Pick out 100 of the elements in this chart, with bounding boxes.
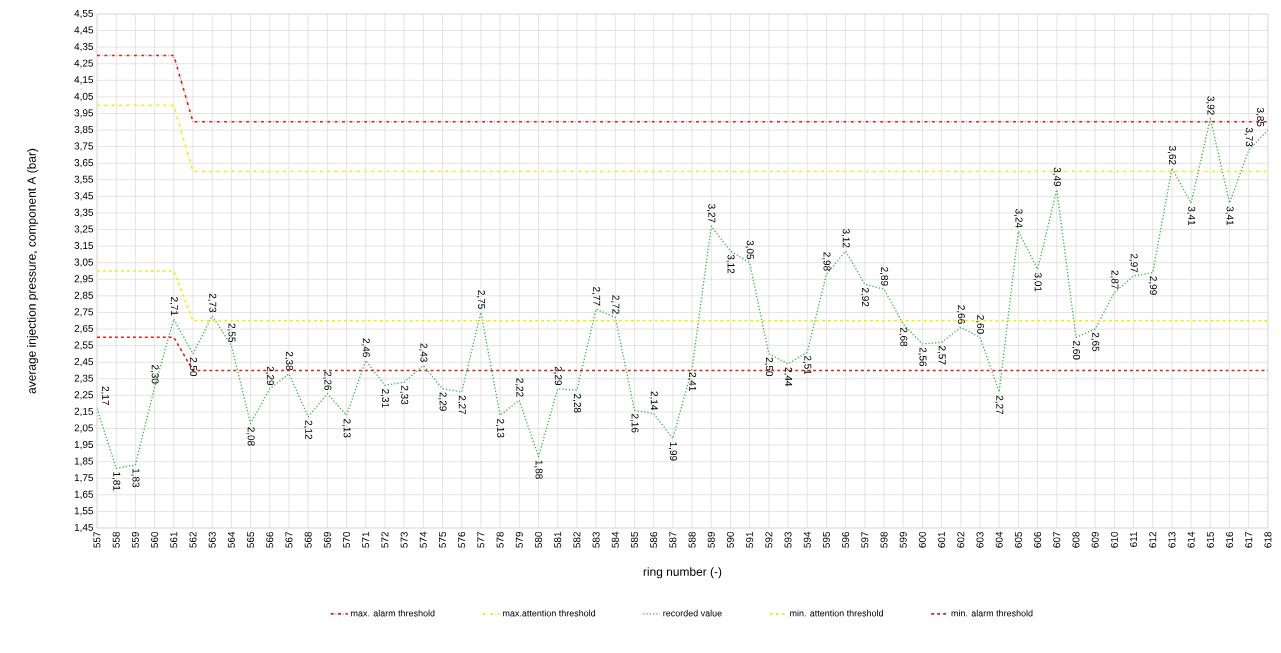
y-tick-label: 3,25 <box>74 225 94 234</box>
x-tick-label: 577 <box>477 532 485 548</box>
x-tick-label: 575 <box>439 531 446 548</box>
y-tick-label: 1,65 <box>74 490 94 499</box>
data-label: 1,83 <box>131 468 140 488</box>
y-tick-label: 2,95 <box>74 275 94 284</box>
y-tick-label: 1,85 <box>74 457 94 466</box>
x-tick-label: 601 <box>938 532 946 548</box>
y-tick-label: 1,75 <box>74 474 94 483</box>
x-tick-label: 574 <box>419 531 427 548</box>
data-label: 2,68 <box>899 327 908 347</box>
y-tick-label: 3,55 <box>74 175 94 184</box>
x-tick-label: 557 <box>93 532 101 548</box>
data-label: 2,89 <box>879 267 889 286</box>
y-tick-label: 3,95 <box>74 109 94 118</box>
data-label: 2,08 <box>246 427 255 446</box>
data-label: 3,41 <box>1187 206 1196 226</box>
data-label: 3,92 <box>1206 96 1215 115</box>
x-tick-label: 600 <box>918 531 926 548</box>
data-label: 2,50 <box>764 357 773 377</box>
y-tick-label: 3,05 <box>74 258 94 267</box>
x-tick-label: 588 <box>688 531 696 548</box>
x-tick-label: 602 <box>957 532 965 548</box>
x-tick-label: 567 <box>285 532 293 548</box>
data-label: 2,66 <box>956 305 965 324</box>
y-tick-label: 4,05 <box>74 92 94 102</box>
data-label: 3,73 <box>1244 127 1253 147</box>
data-label: 2,33 <box>400 385 409 405</box>
x-tick-label: 618 <box>1264 531 1272 548</box>
y-tick-label: 4,45 <box>74 26 94 35</box>
data-label: 1,81 <box>112 472 121 491</box>
x-tick-label: 565 <box>247 531 255 548</box>
x-tick-label: 589 <box>707 531 715 548</box>
y-tick-label: 1,55 <box>74 507 94 516</box>
data-label: 2,99 <box>1148 276 1157 295</box>
data-label: 2,27 <box>457 395 466 415</box>
x-tick-label: 579 <box>515 531 523 548</box>
data-label: 2,29 <box>553 366 562 386</box>
y-tick-label: 1,45 <box>74 523 94 533</box>
data-label: 2,31 <box>380 389 390 408</box>
y-tick-label: 2,35 <box>74 374 94 383</box>
data-label: 2,43 <box>419 343 428 362</box>
y-tick-label: 3,35 <box>74 208 94 218</box>
y-tick-label: 4,55 <box>74 9 94 19</box>
data-label: 2,77 <box>591 287 601 306</box>
x-tick-label: 570 <box>343 531 351 548</box>
data-label: 2,38 <box>284 351 294 371</box>
data-label: 3,05 <box>745 240 754 260</box>
y-tick-label: 3,15 <box>74 242 94 251</box>
data-label: 2,41 <box>687 372 697 391</box>
y-tick-label: 4,35 <box>74 43 94 52</box>
data-label: 3,85 <box>1255 107 1265 127</box>
data-label: 3,41 <box>1225 206 1234 226</box>
data-label: 2,75 <box>476 290 486 309</box>
x-tick-label: 563 <box>208 531 216 548</box>
x-tick-label: 611 <box>1130 532 1138 547</box>
x-tick-label: 573 <box>400 531 408 548</box>
data-label: 3,01 <box>1033 272 1042 292</box>
legend-label: recorded value <box>663 609 722 617</box>
data-label: 2,46 <box>361 338 370 357</box>
data-label: 2,71 <box>169 297 178 316</box>
data-label: 2,60 <box>975 315 985 334</box>
data-label: 2,26 <box>323 371 332 391</box>
x-tick-label: 591 <box>746 532 754 548</box>
data-label: 2,97 <box>1129 253 1138 273</box>
x-tick-label: 607 <box>1053 532 1061 548</box>
x-tick-label: 585 <box>630 531 638 548</box>
x-tick-label: 598 <box>880 531 888 548</box>
y-tick-label: 1,95 <box>74 440 94 450</box>
data-label: 3,27 <box>707 204 716 223</box>
legend-label: max.attention threshold <box>503 609 596 617</box>
data-label: 2,13 <box>495 418 505 438</box>
x-tick-label: 608 <box>1072 531 1080 548</box>
y-axis-title: average injection pressure, component A (bar) <box>27 148 39 394</box>
data-label: 2,27 <box>995 395 1004 415</box>
y-tick-label: 2,75 <box>74 308 94 317</box>
y-tick-label: 3,85 <box>74 125 94 135</box>
data-label: 2,29 <box>438 392 447 411</box>
x-tick-label: 599 <box>899 531 907 548</box>
x-tick-label: 560 <box>151 531 159 548</box>
y-tick-label: 2,85 <box>74 291 94 300</box>
data-label: 2,73 <box>208 293 217 313</box>
x-tick-label: 612 <box>1149 532 1157 548</box>
data-label: 2,65 <box>1091 332 1100 352</box>
data-label: 2,30 <box>150 364 159 384</box>
data-label: 2,72 <box>611 295 620 314</box>
data-label: 2,22 <box>515 378 524 397</box>
x-tick-label: 582 <box>573 532 581 548</box>
data-label: 2,92 <box>860 287 869 307</box>
x-tick-label: 569 <box>323 531 331 548</box>
data-label: 2,13 <box>342 418 351 438</box>
y-tick-label: 3,65 <box>74 159 94 168</box>
x-tick-label: 568 <box>304 531 312 548</box>
x-tick-label: 581 <box>554 532 562 548</box>
x-tick-label: 559 <box>131 531 139 548</box>
legend-label: min. alarm threshold <box>951 609 1033 617</box>
data-label: 2,17 <box>100 386 110 405</box>
y-tick-label: 2,15 <box>74 407 94 417</box>
x-tick-label: 562 <box>189 532 197 548</box>
data-label: 2,60 <box>1071 341 1081 360</box>
